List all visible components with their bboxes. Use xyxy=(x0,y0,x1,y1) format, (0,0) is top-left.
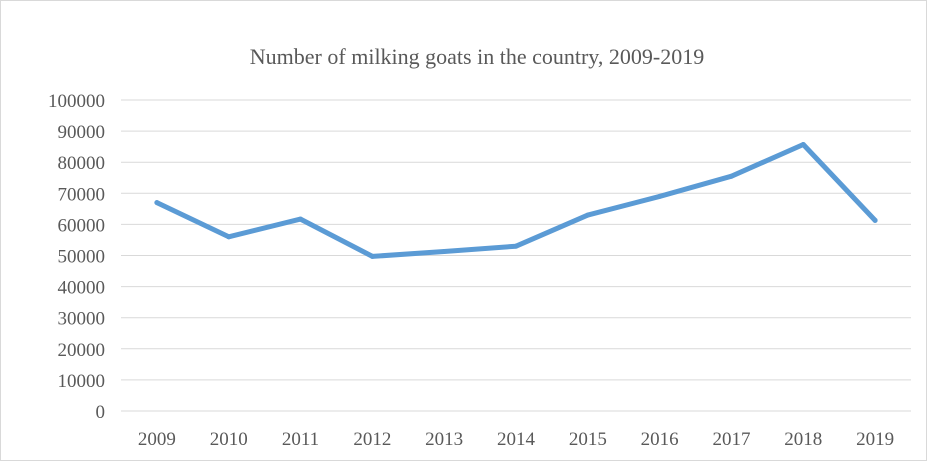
y-tick-label: 80000 xyxy=(58,153,106,174)
x-tick-label: 2009 xyxy=(138,429,176,450)
data-point-2017 xyxy=(728,173,734,179)
x-tick-label: 2011 xyxy=(282,429,319,450)
x-tick-label: 2013 xyxy=(425,429,463,450)
data-point-2018 xyxy=(800,141,806,147)
y-axis-tick-labels: 0 10000 20000 30000 40000 50000 60000 70000 8000… xyxy=(48,91,105,423)
data-point-2009 xyxy=(154,200,160,206)
data-point-2012 xyxy=(369,253,375,259)
y-tick-label: 20000 xyxy=(58,340,106,361)
x-tick-label: 2018 xyxy=(784,429,822,450)
data-point-2014 xyxy=(513,243,519,249)
data-point-2015 xyxy=(585,212,591,218)
y-tick-label: 50000 xyxy=(58,247,106,268)
x-tick-label: 2017 xyxy=(712,429,750,450)
chart-title: Number of milking goats in the country, … xyxy=(250,44,704,69)
data-point-2019 xyxy=(872,217,878,223)
series-layer xyxy=(154,141,878,259)
data-point-2016 xyxy=(657,193,663,199)
y-tick-label: 40000 xyxy=(58,278,106,299)
x-tick-label: 2012 xyxy=(353,429,391,450)
y-tick-label: 30000 xyxy=(58,309,106,330)
data-point-2011 xyxy=(298,216,304,222)
y-tick-label: 90000 xyxy=(58,122,106,143)
x-tick-label: 2014 xyxy=(497,429,536,450)
x-axis-tick-labels: 2009 2010 2011 2012 2013 2014 2015 2016 2017 2018… xyxy=(138,429,894,450)
y-tick-label: 10000 xyxy=(58,371,106,392)
x-tick-label: 2015 xyxy=(569,429,607,450)
x-tick-label: 2019 xyxy=(856,429,894,450)
data-point-2013 xyxy=(441,248,447,254)
series-line-0 xyxy=(154,142,878,259)
gridlines xyxy=(121,99,911,412)
y-tick-label: 70000 xyxy=(58,184,106,205)
data-point-2010 xyxy=(226,234,232,240)
y-tick-label: 100000 xyxy=(48,91,105,112)
y-tick-label: 60000 xyxy=(58,215,106,236)
y-tick-label: 0 xyxy=(96,402,106,423)
x-tick-label: 2010 xyxy=(210,429,248,450)
x-tick-label: 2016 xyxy=(641,429,679,450)
